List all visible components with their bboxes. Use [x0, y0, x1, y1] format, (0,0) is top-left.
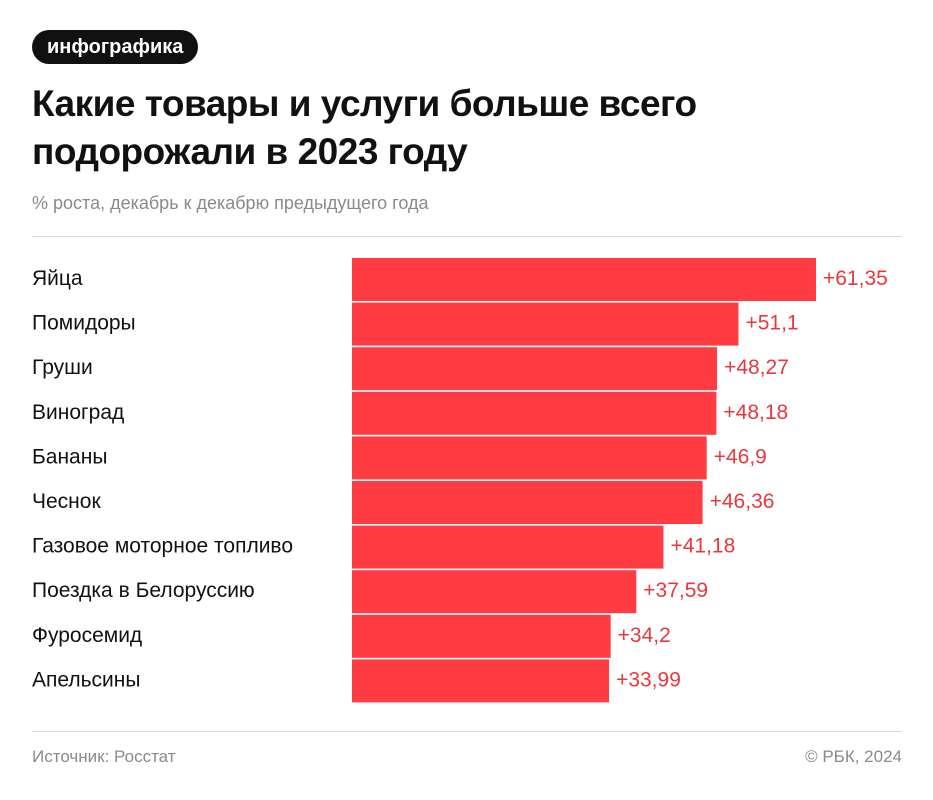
- separator: [32, 731, 902, 732]
- chart-title: Какие товары и услуги больше всего подор…: [32, 83, 697, 172]
- value-label: +61,35: [823, 267, 888, 290]
- category-label: Груши: [32, 356, 93, 379]
- category-label: Яйца: [32, 267, 83, 290]
- source: Источник: Росстат: [32, 747, 176, 766]
- copyright: © РБК, 2024: [805, 747, 902, 766]
- category-label: Газовое моторное топливо: [32, 535, 293, 558]
- category-label: Апельсины: [32, 668, 140, 691]
- category-label: Чеснок: [32, 490, 101, 513]
- bar: [352, 436, 707, 480]
- bar: [352, 525, 664, 569]
- value-label: +33,99: [616, 668, 681, 691]
- category-label: Помидоры: [32, 312, 136, 335]
- bar: [352, 391, 717, 435]
- chart-subtitle: % роста, декабрь к декабрю предыдущего г…: [32, 193, 429, 213]
- value-label: +48,18: [723, 401, 788, 424]
- bar: [352, 258, 816, 301]
- bar: [352, 614, 611, 658]
- category-label: Виноград: [32, 401, 124, 424]
- separator: [32, 236, 902, 237]
- bar: [352, 302, 739, 346]
- value-label: +48,27: [724, 356, 789, 379]
- value-label: +41,18: [670, 535, 735, 558]
- category-label: Поездка в Белоруссию: [32, 579, 255, 602]
- badge: инфографика: [32, 30, 199, 64]
- value-label: +51,1: [745, 312, 798, 335]
- value-label: +37,59: [643, 579, 708, 602]
- bar: [352, 347, 718, 391]
- category-label: Фуросемид: [32, 624, 142, 647]
- bar: [352, 659, 610, 703]
- bar: [352, 481, 703, 524]
- category-label: Бананы: [32, 445, 107, 468]
- value-label: +46,9: [714, 445, 767, 468]
- value-label: +34,2: [618, 624, 671, 647]
- value-label: +46,36: [710, 490, 775, 513]
- bar: [352, 570, 637, 614]
